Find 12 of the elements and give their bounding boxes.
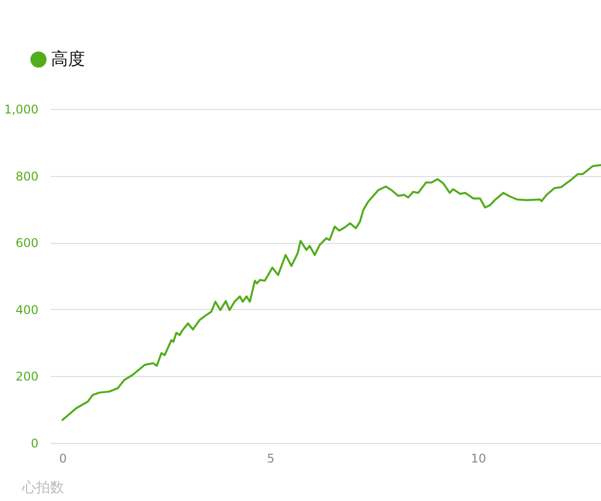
text: 心拍数 [21,480,64,496]
x-tick-label: 5 [266,452,275,466]
x-tick-label: 10 [470,452,486,466]
y-tick-label: 600 [16,236,38,250]
x-tick-label: 0 [59,452,67,466]
y-tick-label: 400 [16,302,38,317]
y-tick-label: 200 [16,370,38,384]
y-tick-label: 1,000 [4,102,38,116]
y-tick-label: 0 [30,436,38,450]
y-tick-label: 800 [16,169,38,184]
legend-label: 高度 [51,50,85,70]
line-series [61,164,601,421]
